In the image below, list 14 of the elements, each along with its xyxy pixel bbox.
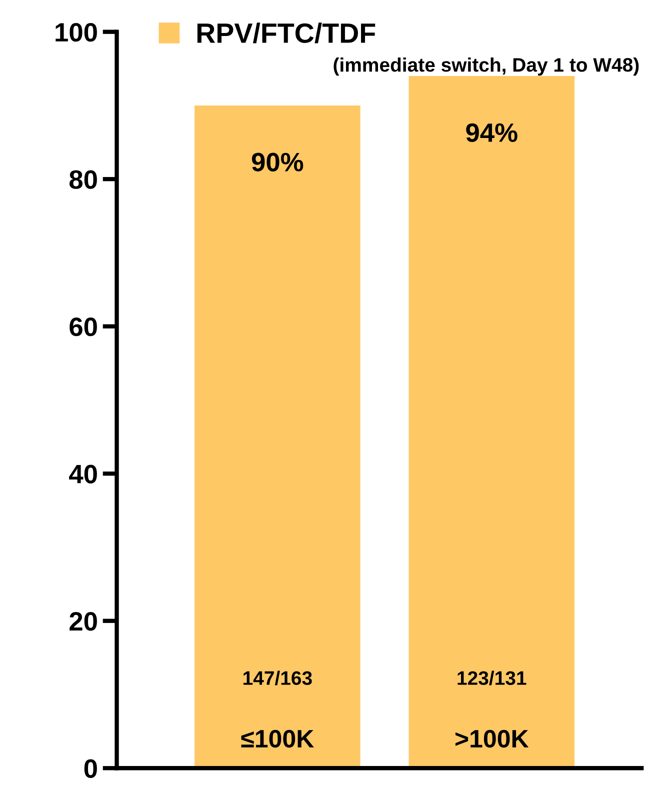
y-tick-label: 20 <box>70 612 97 631</box>
y-tick-label: 80 <box>70 170 97 189</box>
legend-label: RPV/FTC/TDF <box>197 22 376 44</box>
y-tick-label: 60 <box>70 317 97 336</box>
x-tick-label: >100K <box>455 730 529 748</box>
y-tick-label: 40 <box>69 464 97 484</box>
annotation: (immediate switch, Day 1 to W48) <box>334 57 639 76</box>
annotation: 123/131 <box>458 670 526 686</box>
data-label: 90% <box>252 152 304 172</box>
y-tick-label: 0 <box>84 759 97 778</box>
x-tick-label: ≤100K <box>241 730 314 748</box>
annotation: 147/163 <box>244 670 312 686</box>
y-tick-label: 100 <box>56 22 97 42</box>
data-label: 94% <box>466 123 518 142</box>
